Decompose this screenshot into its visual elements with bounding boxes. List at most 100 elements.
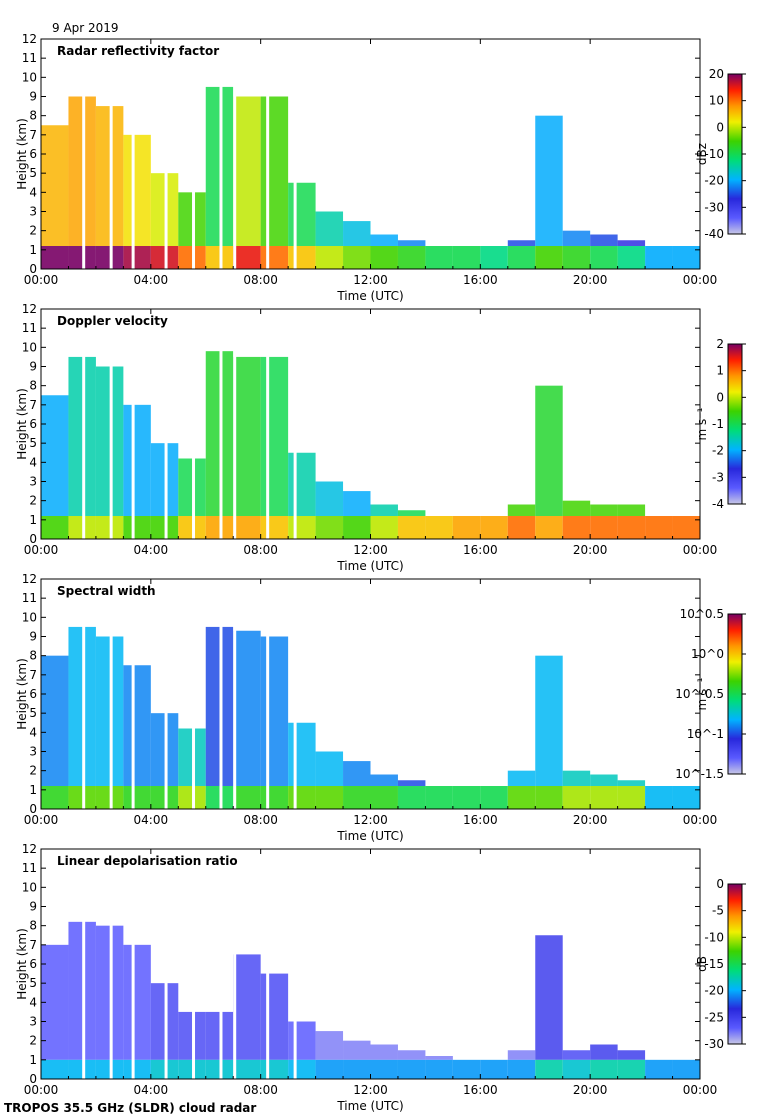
x-tick-label: 12:00 bbox=[353, 1083, 388, 1097]
y-tick-label: 11 bbox=[22, 591, 37, 605]
data-column-low bbox=[535, 516, 563, 539]
colorbar-tick-label: 10^-1 bbox=[687, 727, 724, 741]
data-column-low bbox=[41, 246, 69, 269]
data-column bbox=[562, 1050, 591, 1060]
data-column bbox=[260, 973, 289, 1060]
data-column bbox=[397, 510, 426, 516]
data-gap bbox=[219, 579, 223, 809]
colorbar-unit: m s⁻¹ bbox=[695, 677, 709, 710]
data-gap bbox=[164, 579, 168, 809]
y-tick-label: 3 bbox=[29, 475, 37, 489]
data-column-low bbox=[645, 246, 673, 269]
colorbar-unit: dB bbox=[695, 956, 709, 972]
data-column bbox=[370, 1044, 398, 1060]
panel-title: Radar reflectivity factor bbox=[57, 44, 219, 58]
data-gap bbox=[82, 39, 86, 269]
colorbar-tick-label: -20 bbox=[704, 984, 724, 998]
data-column-low bbox=[535, 1059, 563, 1079]
y-tick-label: 7 bbox=[29, 938, 37, 952]
data-gap bbox=[219, 849, 223, 1079]
data-column-low bbox=[95, 246, 124, 269]
data-gap bbox=[131, 849, 135, 1079]
data-column-low bbox=[617, 786, 646, 809]
data-column-low bbox=[480, 786, 508, 809]
data-column-low bbox=[617, 246, 646, 269]
colorbar-tick-label: -10 bbox=[704, 930, 724, 944]
data-column bbox=[617, 1050, 646, 1060]
data-gap bbox=[266, 39, 270, 269]
y-axis-label: Height (km) bbox=[15, 658, 29, 729]
data-gap bbox=[293, 579, 297, 809]
date-label: 9 Apr 2019 bbox=[52, 21, 119, 35]
data-column-low bbox=[562, 516, 591, 539]
y-tick-label: 2 bbox=[29, 224, 37, 238]
data-gap bbox=[164, 309, 168, 539]
data-gap bbox=[192, 309, 196, 539]
data-column-low bbox=[260, 516, 289, 539]
data-gap bbox=[219, 309, 223, 539]
x-tick-label: 00:00 bbox=[24, 1083, 59, 1097]
data-column bbox=[343, 491, 371, 516]
data-gap bbox=[233, 39, 237, 269]
data-column-low bbox=[370, 786, 398, 809]
y-tick-label: 12 bbox=[22, 302, 37, 316]
data-column-low bbox=[343, 1059, 371, 1079]
data-column-low bbox=[233, 786, 261, 809]
data-column-low bbox=[123, 1059, 151, 1079]
data-column-low bbox=[425, 786, 453, 809]
data-gap bbox=[164, 39, 168, 269]
data-column-low bbox=[535, 246, 563, 269]
data-column bbox=[233, 96, 261, 246]
y-tick-label: 12 bbox=[22, 32, 37, 46]
y-tick-label: 2 bbox=[29, 764, 37, 778]
colorbar-tick-label: 0 bbox=[716, 390, 724, 404]
y-tick-label: 8 bbox=[29, 379, 37, 393]
data-column bbox=[343, 761, 371, 786]
data-column-low bbox=[590, 1059, 618, 1079]
colorbar-tick-label: -40 bbox=[704, 227, 724, 241]
data-column bbox=[535, 655, 563, 786]
data-column-low bbox=[315, 786, 344, 809]
data-column-low bbox=[562, 786, 591, 809]
y-tick-label: 7 bbox=[29, 398, 37, 412]
colorbar bbox=[727, 343, 743, 505]
colorbar-tick-label: 10^-0.5 bbox=[675, 687, 724, 701]
data-column-low bbox=[535, 786, 563, 809]
colorbar-tick-label: 10^0.5 bbox=[680, 607, 724, 621]
x-tick-label: 00:00 bbox=[683, 543, 718, 557]
colorbar-tick-label: -20 bbox=[704, 174, 724, 188]
x-tick-label: 20:00 bbox=[573, 813, 608, 827]
panel-title: Spectral width bbox=[57, 584, 156, 598]
data-column bbox=[288, 1021, 316, 1060]
data-gap bbox=[109, 849, 113, 1079]
data-column bbox=[507, 1050, 536, 1060]
data-column-low bbox=[507, 786, 536, 809]
x-tick-label: 00:00 bbox=[683, 1083, 718, 1097]
x-tick-label: 20:00 bbox=[573, 273, 608, 287]
data-gap bbox=[233, 309, 237, 539]
y-tick-label: 0 bbox=[29, 532, 37, 546]
data-column-low bbox=[397, 516, 426, 539]
y-tick-label: 0 bbox=[29, 262, 37, 276]
data-column bbox=[343, 221, 371, 246]
data-column-low bbox=[315, 246, 344, 269]
data-column bbox=[590, 504, 618, 516]
y-axis-label: Height (km) bbox=[15, 388, 29, 459]
y-tick-label: 2 bbox=[29, 1034, 37, 1048]
data-column bbox=[397, 780, 426, 786]
data-column-low bbox=[370, 1059, 398, 1079]
x-tick-label: 16:00 bbox=[463, 273, 498, 287]
x-tick-label: 04:00 bbox=[134, 543, 169, 557]
data-column-low bbox=[480, 1059, 508, 1079]
y-tick-label: 4 bbox=[29, 185, 37, 199]
data-column bbox=[315, 751, 344, 786]
colorbar-tick-label: -30 bbox=[704, 200, 724, 214]
data-column-low bbox=[205, 246, 234, 269]
data-column-low bbox=[260, 246, 289, 269]
data-gap bbox=[109, 579, 113, 809]
x-tick-label: 16:00 bbox=[463, 543, 498, 557]
data-column-low bbox=[645, 1059, 673, 1079]
y-tick-label: 3 bbox=[29, 205, 37, 219]
